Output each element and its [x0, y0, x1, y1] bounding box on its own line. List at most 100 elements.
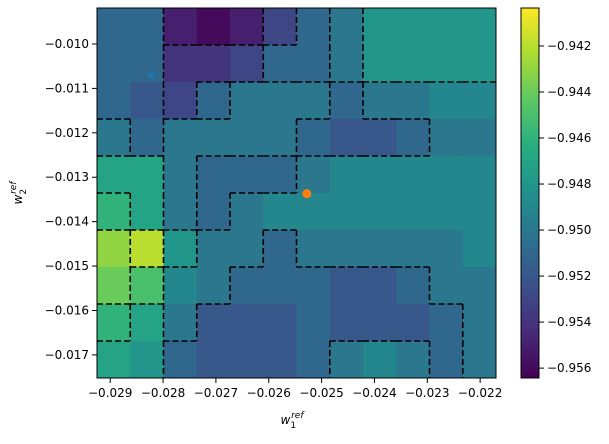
heatmap-cell: [263, 156, 297, 194]
x-tick-label: −0.029: [88, 386, 132, 400]
heatmap-cell: [263, 119, 297, 157]
x-axis-label: w1ref: [281, 411, 306, 431]
heatmap-cell: [230, 45, 264, 83]
heatmap-cell: [130, 8, 164, 46]
x-tick-label: −0.024: [352, 386, 396, 400]
heatmap-cell: [196, 304, 231, 342]
plot-frame: [96, 7, 497, 379]
heatmap-cell: [130, 82, 164, 120]
heatmap-cell: [163, 304, 198, 342]
heatmap-cell: [462, 8, 497, 46]
heatmap-cell: [363, 45, 397, 83]
heatmap-cell: [296, 45, 331, 83]
heatmap-cell: [196, 267, 231, 305]
heatmap-cell: [230, 156, 264, 194]
heatmap-cell: [329, 267, 364, 305]
y-tick-label: −0.013: [45, 170, 89, 184]
heatmap-cell: [263, 82, 297, 120]
heatmap-cell: [296, 341, 331, 379]
heatmap-cell: [296, 304, 331, 342]
heatmap-cell: [230, 193, 264, 231]
heatmap-cell: [396, 45, 430, 83]
heatmap-cell: [263, 193, 297, 231]
heatmap-cell: [396, 156, 430, 194]
heatmap-cell: [329, 119, 364, 157]
heatmap-cell: [163, 341, 198, 379]
x-label-sup: ref: [291, 411, 305, 421]
heatmap-cell: [363, 193, 397, 231]
colorbar: [520, 7, 540, 379]
heatmap-cell: [97, 304, 131, 342]
heatmap-cell: [230, 82, 264, 120]
heatmap-cell: [429, 230, 464, 268]
colorbar-tick-label: −0.950: [547, 223, 591, 237]
heatmap-cell: [296, 267, 331, 305]
y-label-base: w: [11, 194, 25, 204]
heatmap-cell: [462, 304, 497, 342]
circle-marker: [302, 189, 312, 199]
heatmap-cell: [130, 267, 164, 305]
heatmap-cell: [196, 82, 231, 120]
heatmap-cell: [429, 193, 464, 231]
heatmap-cell: [329, 230, 364, 268]
y-axis-label: w2ref: [9, 180, 29, 205]
heatmap-cell: [130, 193, 164, 231]
heatmap-cell: [97, 193, 131, 231]
heatmap-cell: [296, 230, 331, 268]
colorbar-tick-label: −0.948: [547, 177, 591, 191]
heatmap-cell: [329, 341, 364, 379]
heatmap-cell: [363, 119, 397, 157]
heatmap-cell: [163, 45, 198, 83]
heatmap-cell: [263, 304, 297, 342]
colorbar-tick-label: −0.956: [547, 361, 591, 375]
heatmap-cell: [163, 230, 198, 268]
y-tick-label: −0.016: [45, 303, 89, 317]
heatmap-cell: [97, 156, 131, 194]
heatmap-cell: [462, 341, 497, 379]
y-tick-label: −0.011: [45, 81, 89, 95]
heatmap-cell: [462, 156, 497, 194]
colorbar-tick-label: −0.944: [547, 85, 591, 99]
x-tick-label: −0.023: [405, 386, 449, 400]
heatmap-cell: [429, 8, 464, 46]
heatmap-cell: [329, 82, 364, 120]
heatmap-cell: [230, 230, 264, 268]
heatmap-cell: [396, 341, 430, 379]
heatmap-cell: [263, 8, 297, 46]
heatmap-cell: [230, 304, 264, 342]
heatmap-cell: [230, 8, 264, 46]
y-tick-label: −0.015: [45, 259, 89, 273]
heatmap-cell: [163, 267, 198, 305]
heatmap-cell: [462, 45, 497, 83]
heatmap-cell: [363, 156, 397, 194]
heatmap-cell: [296, 82, 331, 120]
heatmap-cell: [429, 304, 464, 342]
heatmap-cell: [396, 119, 430, 157]
heatmap-cell: [230, 341, 264, 379]
colorbar-tick-label: −0.946: [547, 131, 591, 145]
heatmap-cell: [196, 341, 231, 379]
heatmap-cell: [296, 119, 331, 157]
heatmap-cell: [296, 8, 331, 46]
heatmap-cell: [462, 193, 497, 231]
heatmap-cell: [363, 8, 397, 46]
heatmap-cell: [429, 341, 464, 379]
heatmap-cell: [462, 119, 497, 157]
heatmap-cell: [230, 119, 264, 157]
heatmap-cell: [396, 8, 430, 46]
heatmap-cell: [130, 230, 164, 268]
heatmap-cell: [163, 193, 198, 231]
heatmap-cell: [329, 193, 364, 231]
heatmap-cell: [97, 82, 131, 120]
x-tick-label: −0.026: [247, 386, 291, 400]
heatmap-cell: [396, 267, 430, 305]
colorbar-tick-label: −0.954: [547, 315, 591, 329]
heatmap-cell: [163, 82, 198, 120]
heatmap-cell: [396, 304, 430, 342]
heatmap-cell: [196, 8, 231, 46]
x-tick-label: −0.027: [194, 386, 238, 400]
x-tick-label: −0.022: [458, 386, 502, 400]
heatmap-cell: [196, 156, 231, 194]
heatmap-cell: [263, 341, 297, 379]
y-tick-label: −0.012: [45, 126, 89, 140]
